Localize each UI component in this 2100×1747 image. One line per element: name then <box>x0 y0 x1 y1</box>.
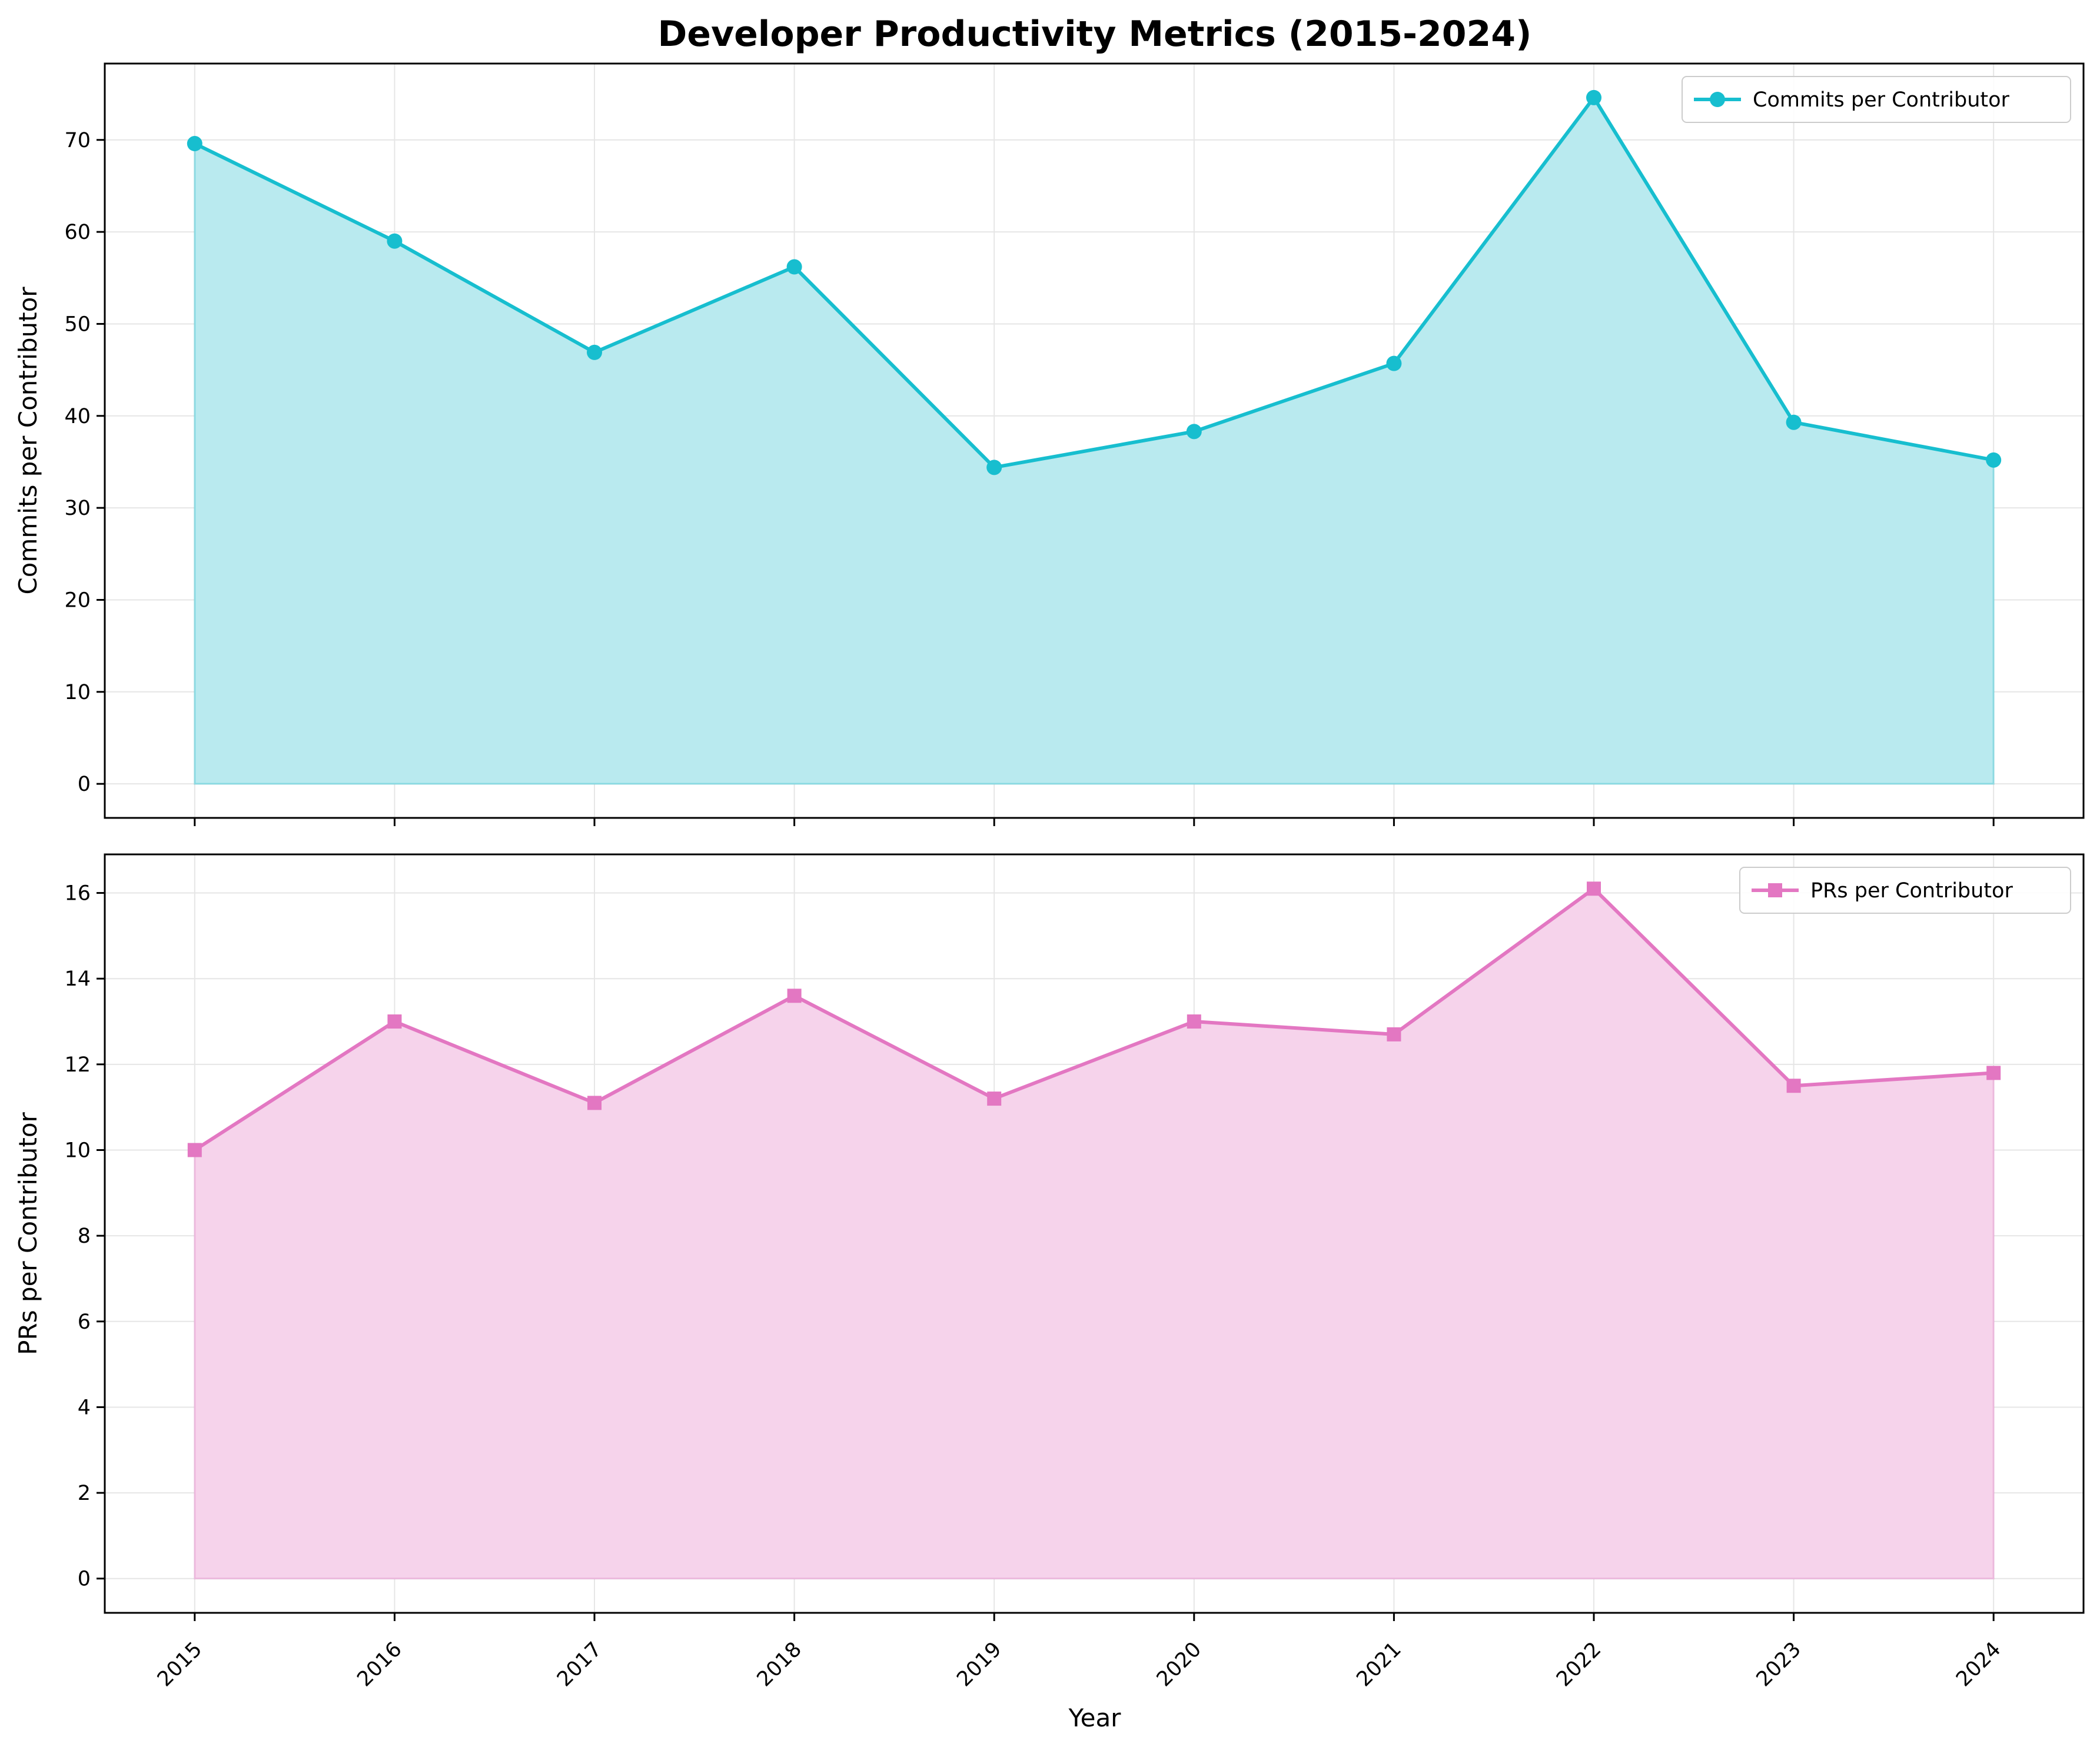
y-tick-label: 2 <box>78 1482 91 1505</box>
data-point-2022 <box>1586 881 1601 896</box>
x-tick-label: 2017 <box>553 1638 606 1691</box>
series-line-1 <box>194 95 1994 470</box>
legend-2: PRs per Contributor <box>1739 867 2071 914</box>
legend-label: PRs per Contributor <box>1810 879 2013 903</box>
data-point-2020 <box>1187 1014 1201 1029</box>
panel-2: PRs per Contributor 0 2 4 6 8 10 12 14 16 2015 2016… <box>14 853 2085 1691</box>
y-tick-label: 40 <box>64 405 91 428</box>
data-point-2017 <box>587 344 603 360</box>
data-point-2018 <box>787 989 802 1003</box>
y-tick-label: 20 <box>64 588 91 612</box>
y-axis-label-1: Commits per Contributor <box>14 287 42 595</box>
area-edge-1 <box>194 144 1995 785</box>
chart-title: Developer Productivity Metrics (2015-202… <box>658 14 1532 55</box>
legend-marker <box>1768 883 1782 897</box>
data-point-2021 <box>1387 1027 1401 1041</box>
legend-box <box>1739 867 2071 914</box>
y-tick-label: 4 <box>78 1396 91 1419</box>
legend-box <box>1682 76 2071 123</box>
y-tick-label: 0 <box>78 1568 91 1591</box>
legend-label: Commits per Contributor <box>1753 88 2010 112</box>
x-tick-label: 2015 <box>153 1638 207 1691</box>
data-point-2016 <box>387 1014 402 1029</box>
area-edge-2 <box>194 1073 1995 1580</box>
data-point-2019 <box>987 1092 1002 1106</box>
y-tick-label: 14 <box>64 967 91 991</box>
x-tick-label: 2023 <box>1752 1638 1806 1691</box>
data-point-2020 <box>1186 424 1202 440</box>
data-point-2024 <box>1986 452 2002 468</box>
data-point-2023 <box>1786 1079 1801 1093</box>
y-tick-label: 70 <box>64 129 91 152</box>
data-point-2024 <box>1986 1066 2001 1080</box>
data-point-2016 <box>387 233 403 249</box>
data-point-2017 <box>587 1096 602 1110</box>
x-tick-label: 2021 <box>1352 1638 1405 1691</box>
axes-frame-2 <box>104 853 2085 1614</box>
y-tick-label: 30 <box>64 497 91 520</box>
y-tick-label: 50 <box>64 312 91 336</box>
y-tick-label: 12 <box>64 1053 91 1077</box>
x-tick-label: 2022 <box>1552 1638 1606 1691</box>
x-tick-label: 2020 <box>1152 1638 1206 1691</box>
x-tick-label: 2019 <box>952 1638 1006 1691</box>
data-point-2023 <box>1786 414 1802 430</box>
area-fill-1 <box>194 97 1994 784</box>
x-axis-label: Year <box>1068 1703 1122 1732</box>
y-tick-label: 10 <box>64 1139 91 1162</box>
data-point-2015 <box>187 1143 202 1157</box>
y-tick-label: 6 <box>78 1310 91 1334</box>
area-fill-2 <box>194 889 1994 1579</box>
data-point-2021 <box>1386 355 1402 371</box>
data-point-2018 <box>786 259 802 275</box>
x-tick-label: 2024 <box>1952 1638 2005 1691</box>
x-tick-label: 2018 <box>753 1638 806 1691</box>
data-point-2019 <box>986 460 1002 475</box>
y-tick-label: 10 <box>64 681 91 704</box>
data-point-2015 <box>187 136 202 152</box>
series-line-2 <box>194 887 1994 1152</box>
y-tick-label: 8 <box>78 1224 91 1248</box>
legend-1: Commits per Contributor <box>1682 76 2071 123</box>
y-axis-label-2: PRs per Contributor <box>14 1112 42 1355</box>
y-tick-label: 16 <box>64 882 91 906</box>
y-tick-label: 0 <box>78 773 91 796</box>
panel-1: Commits per Contributor 0 10 20 30 40 50 60 70 Co… <box>14 62 2085 826</box>
axes-frame-1 <box>104 62 2085 819</box>
data-point-2022 <box>1586 89 1601 105</box>
legend-marker <box>1710 92 1725 107</box>
y-tick-label: 60 <box>64 221 91 244</box>
x-tick-label: 2016 <box>353 1638 407 1691</box>
